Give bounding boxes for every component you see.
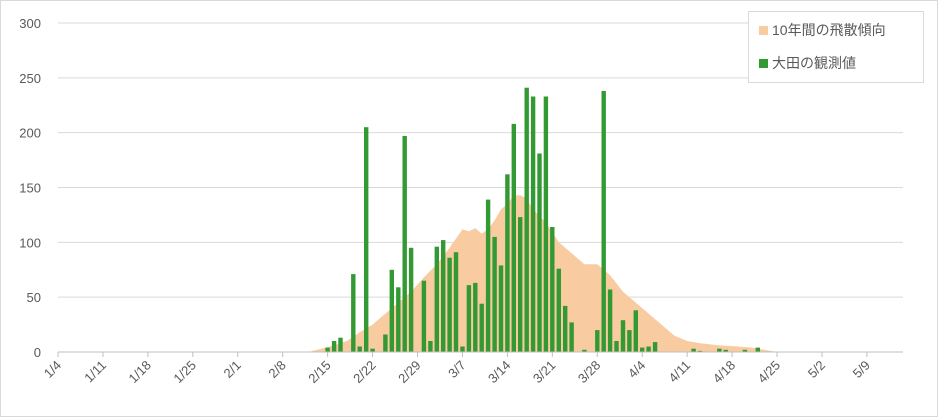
x-tick-label: 1/11 [81, 358, 109, 386]
observed-bar [601, 91, 606, 352]
observed-bar [537, 153, 542, 352]
observed-bar [717, 348, 722, 352]
x-tick-label: 3/21 [530, 358, 559, 387]
y-tick-label: 0 [34, 345, 41, 360]
observed-bar [492, 236, 497, 352]
observed-bar [466, 285, 472, 352]
legend-label-observed: 大田の観測値 [772, 55, 856, 71]
x-tick-label: 5/9 [850, 358, 873, 381]
observed-bars-layer [325, 87, 760, 353]
legend-swatch-trend [759, 25, 768, 35]
observed-bar [556, 268, 561, 352]
legend-label-trend: 10年間の飛散傾向 [772, 22, 886, 38]
observed-bar [550, 227, 555, 352]
x-tick-label: 3/28 [575, 358, 604, 387]
x-tick-label: 4/25 [755, 358, 784, 387]
x-axis [57, 351, 903, 357]
observed-bar [364, 127, 369, 352]
y-tick-label: 100 [19, 235, 41, 250]
observed-bar [338, 337, 343, 352]
legend: 10年間の飛散傾向 大田の観測値 [748, 11, 924, 83]
observed-bar [357, 346, 362, 352]
observed-bar [396, 287, 401, 352]
trend-area [308, 195, 778, 352]
legend-item-observed: 大田の観測値 [759, 53, 856, 73]
observed-bar [524, 87, 529, 352]
observed-bar [408, 247, 414, 352]
observed-bar [460, 346, 465, 352]
legend-swatch-observed [759, 58, 768, 68]
observed-bar [646, 346, 651, 352]
observed-bar [595, 330, 600, 352]
observed-bar [511, 123, 516, 353]
observed-bar [652, 342, 658, 352]
x-tick-label: 3/14 [485, 358, 514, 387]
observed-bar [331, 341, 337, 352]
observed-bar [389, 269, 394, 353]
x-tick-label: 2/1 [220, 358, 243, 381]
legend-item-trend: 10年間の飛散傾向 [759, 20, 886, 40]
observed-bar [428, 341, 433, 352]
observed-bar [447, 257, 452, 352]
observed-bar [479, 303, 484, 352]
x-tick-label: 5/2 [805, 358, 828, 381]
y-tick-label: 300 [19, 16, 41, 31]
observed-bar [518, 217, 523, 352]
observed-bar [633, 310, 638, 352]
observed-bar [614, 341, 619, 352]
x-tick-label: 2/22 [350, 358, 379, 387]
observed-bar [640, 347, 645, 352]
x-tick-label: 4/18 [710, 358, 739, 387]
observed-bar [543, 96, 549, 352]
observed-bar [453, 252, 459, 352]
y-tick-labels: 0 50 100 150 200 250 300 [19, 16, 41, 360]
observed-bar [325, 347, 330, 352]
observed-bar [434, 246, 439, 352]
x-tick-label: 1/25 [170, 358, 199, 387]
observed-bar [627, 330, 632, 352]
trend-area-layer [308, 195, 778, 352]
observed-bar [351, 274, 356, 352]
x-tick-label: 4/4 [625, 358, 648, 381]
observed-bar [697, 350, 703, 352]
observed-bar [755, 347, 760, 352]
observed-bar [563, 305, 568, 352]
x-tick-label: 2/29 [395, 358, 424, 387]
observed-bar [383, 334, 388, 352]
observed-bar [691, 348, 696, 352]
y-tick-label: 50 [27, 290, 41, 305]
x-tick-label: 2/8 [265, 358, 288, 381]
observed-bar [530, 96, 536, 352]
observed-bar [742, 349, 748, 352]
observed-bar [607, 289, 613, 352]
observed-bar [441, 240, 446, 352]
observed-bar [505, 174, 510, 352]
observed-bar [485, 199, 491, 352]
observed-bar [402, 136, 407, 352]
x-tick-label: 4/11 [665, 358, 693, 386]
observed-bar [723, 349, 728, 352]
y-tick-label: 150 [19, 181, 41, 196]
x-tick-label: 1/18 [125, 358, 154, 387]
observed-bar [421, 280, 427, 352]
x-tick-label: 2/15 [305, 358, 334, 387]
observed-bar [370, 348, 375, 352]
observed-bar [582, 349, 587, 352]
y-tick-label: 250 [19, 71, 41, 86]
x-tick-label: 3/7 [445, 358, 468, 381]
y-tick-label: 200 [19, 126, 41, 141]
x-tick-labels: 1/4 1/11 1/18 1/25 2/1 2/8 2/15 2/22 2/29 3/7 3/14… [41, 358, 873, 387]
observed-bar [498, 265, 504, 352]
observed-bar [473, 282, 478, 352]
observed-bar [620, 320, 626, 352]
observed-bar [569, 322, 574, 352]
x-tick-label: 1/4 [41, 358, 64, 381]
